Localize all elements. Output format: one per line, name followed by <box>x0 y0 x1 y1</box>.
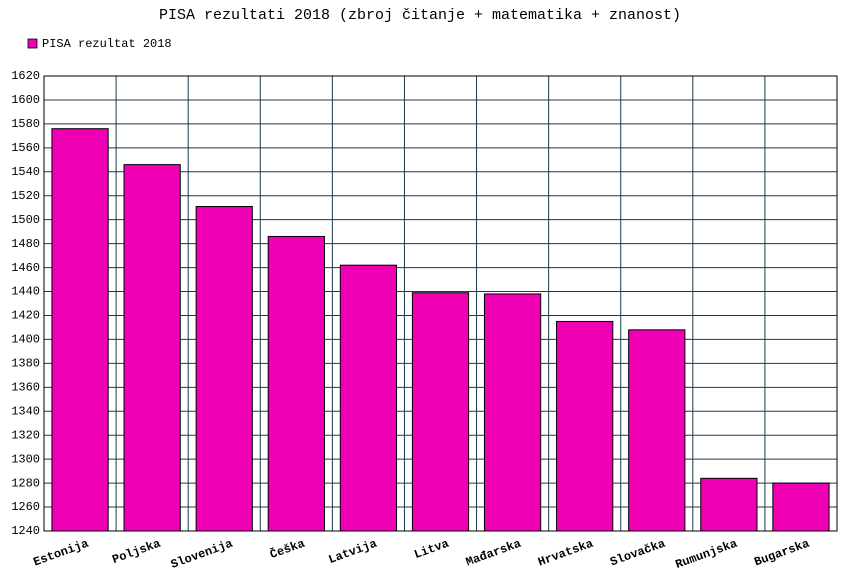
bar <box>123 164 181 532</box>
chart-title: PISA rezultati 2018 (zbroj čitanje + mat… <box>159 7 681 24</box>
bar <box>267 235 325 532</box>
bar <box>700 477 758 532</box>
y-tick-label: 1480 <box>11 237 40 251</box>
y-tick-label: 1360 <box>11 380 40 394</box>
bar <box>411 292 470 532</box>
x-tick-label: Slovačka <box>608 537 667 570</box>
y-tick-label: 1460 <box>11 261 40 275</box>
x-tick-label: Hrvatska <box>536 537 595 570</box>
y-tick-label: 1440 <box>11 285 40 299</box>
x-tick-label: Rumunjska <box>674 537 740 572</box>
x-tick-label: Mađarska <box>464 537 523 570</box>
y-tick-label: 1280 <box>11 476 40 490</box>
y-tick-label: 1240 <box>11 524 40 538</box>
bar <box>772 482 830 532</box>
x-tick-label: Latvija <box>327 537 379 567</box>
bar <box>483 293 542 532</box>
y-tick-label: 1600 <box>11 93 40 107</box>
x-tick-label: Litva <box>412 537 451 562</box>
y-tick-label: 1560 <box>11 141 40 155</box>
y-tick-label: 1380 <box>11 357 40 371</box>
bar <box>51 128 109 532</box>
bar <box>628 329 686 532</box>
y-tick-label: 1400 <box>11 333 40 347</box>
legend-swatch <box>27 38 38 49</box>
y-tick-label: 1620 <box>11 69 40 83</box>
y-tick-label: 1320 <box>11 428 40 442</box>
bar <box>556 320 614 532</box>
legend-label: PISA rezultat 2018 <box>42 37 172 51</box>
y-tick-label: 1580 <box>11 117 40 131</box>
y-tick-label: 1540 <box>11 165 40 179</box>
y-tick-label: 1520 <box>11 189 40 203</box>
bar <box>339 264 398 532</box>
y-tick-label: 1500 <box>11 213 40 227</box>
y-tick-label: 1420 <box>11 309 40 323</box>
x-tick-label: Estonija <box>32 537 91 570</box>
y-tick-label: 1260 <box>11 500 40 514</box>
x-tick-label: Bugarska <box>752 537 811 570</box>
bar <box>195 206 253 532</box>
x-tick-label: Poljska <box>110 537 162 567</box>
y-tick-label: 1340 <box>11 404 40 418</box>
x-tick-label: Češka <box>268 536 307 562</box>
y-tick-label: 1300 <box>11 452 40 466</box>
x-tick-label: Slovenija <box>169 537 235 572</box>
